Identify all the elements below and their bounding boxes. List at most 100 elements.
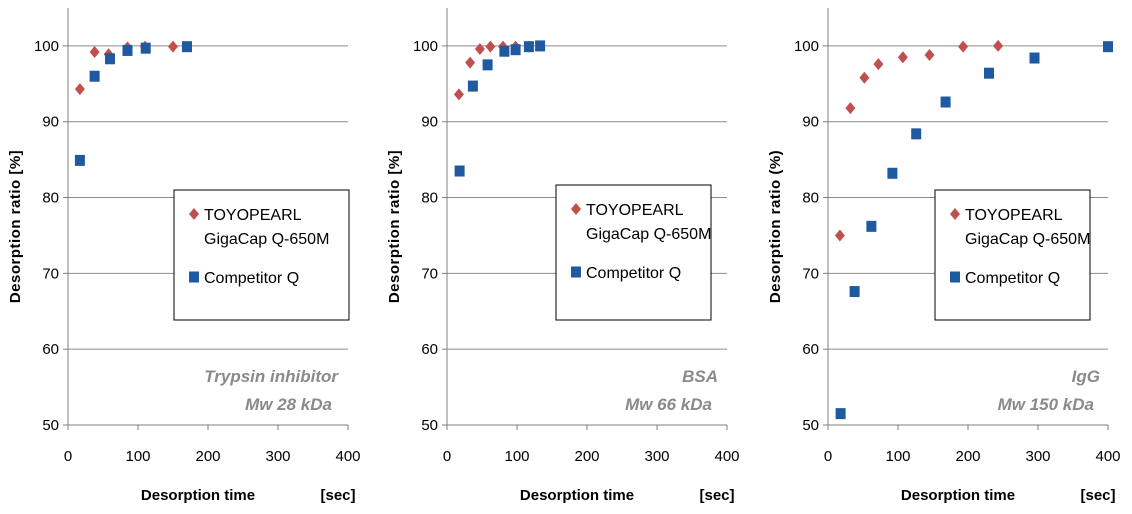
x-tick-label: 0 (824, 448, 832, 465)
data-point-diamond (993, 39, 1004, 52)
x-tick-label: 200 (195, 448, 220, 465)
data-point-square (1103, 41, 1113, 53)
data-point-square (482, 59, 493, 71)
legend-label-line1: TOYOPEARL (204, 207, 302, 224)
data-point-square (74, 154, 85, 166)
data-point-diamond (168, 40, 178, 53)
x-axis-unit: [sec] (1080, 487, 1115, 504)
sample-name: Trypsin inhibitor (204, 367, 339, 386)
x-tick-label: 0 (64, 448, 72, 465)
series-toyopearl (453, 40, 534, 101)
data-point-diamond (859, 71, 870, 84)
legend-label: Competitor Q (586, 265, 681, 282)
x-axis-unit: [sec] (320, 487, 355, 504)
data-point-square (523, 41, 534, 53)
y-tick-label: 80 (42, 190, 59, 207)
y-tick-label: 50 (42, 417, 59, 434)
y-tick-label: 60 (802, 341, 819, 358)
y-tick-label: 60 (421, 341, 438, 358)
data-point-square (866, 220, 877, 232)
chart-panel-1: 50 60 70 80 90 100 0 100 200 300 400 Desorption rat… (7, 8, 361, 504)
data-point-square (122, 44, 133, 56)
data-point-diamond (845, 102, 856, 115)
x-axis-label: Desorption time (141, 487, 255, 504)
legend-marker-diamond (189, 208, 199, 220)
y-tick-label: 50 (802, 417, 819, 434)
y-tick-label: 90 (802, 114, 819, 131)
data-point-diamond (873, 58, 884, 71)
data-point-square (182, 41, 192, 53)
chart-panel-3: 50 60 70 80 90 100 0 100 200 300 400 Desorption rat… (767, 8, 1121, 504)
y-axis-label: Desorption ratio [%] (7, 150, 24, 303)
x-tick-label: 300 (265, 448, 290, 465)
data-point-square (467, 80, 478, 92)
y-axis-label: Desorption ratio (%) (767, 150, 784, 303)
legend-label: Competitor Q (965, 270, 1060, 287)
data-point-diamond (897, 51, 908, 64)
series-competitor-q (835, 41, 1113, 420)
legend-marker-square (189, 271, 199, 283)
y-tick-label: 70 (421, 265, 438, 282)
legend-label: Competitor Q (204, 270, 299, 287)
x-tick-label: 0 (443, 448, 451, 465)
legend: TOYOPEARL GigaCap Q-650M Competitor Q (934, 189, 1091, 321)
x-axis-label: Desorption time (901, 487, 1015, 504)
molecular-weight: Mw 66 kDa (625, 395, 712, 414)
legend-label-line2: GigaCap Q-650M (965, 231, 1090, 248)
x-tick-label: 300 (1025, 448, 1050, 465)
y-tick-label: 100 (413, 38, 438, 55)
legend: TOYOPEARL GigaCap Q-650M Competitor Q (173, 189, 350, 321)
legend-marker-diamond (571, 203, 581, 215)
sample-name: IgG (1072, 367, 1100, 386)
y-tick-label: 80 (421, 190, 438, 207)
data-point-square (454, 165, 465, 177)
x-tick-label: 100 (885, 448, 910, 465)
y-tick-label: 90 (42, 114, 59, 131)
x-axis-label: Desorption time (520, 487, 634, 504)
x-tick-label: 300 (644, 448, 669, 465)
sample-name: BSA (682, 367, 718, 386)
data-point-diamond (74, 83, 85, 96)
series-competitor-q (74, 41, 192, 166)
legend-box (555, 184, 712, 321)
series-competitor-q (454, 40, 546, 177)
y-tick-label: 100 (794, 38, 819, 55)
legend: TOYOPEARL GigaCap Q-650M Competitor Q (555, 184, 712, 321)
legend-label-line1: TOYOPEARL (586, 202, 684, 219)
data-point-square (535, 40, 546, 52)
x-tick-label: 400 (1095, 448, 1120, 465)
data-point-diamond (958, 40, 969, 53)
data-point-square (849, 286, 860, 298)
data-point-diamond (453, 88, 464, 101)
legend-label-line2: GigaCap Q-650M (204, 231, 329, 248)
data-point-square (940, 96, 951, 108)
data-point-diamond (474, 42, 485, 55)
y-tick-label: 50 (421, 417, 438, 434)
data-point-square (1029, 52, 1040, 64)
data-point-diamond (924, 49, 935, 62)
data-point-diamond (89, 45, 100, 58)
molecular-weight: Mw 28 kDa (245, 395, 332, 414)
legend-marker-square (950, 271, 960, 283)
chart-panel-2: 50 60 70 80 90 100 0 100 200 300 400 Desorption rat… (386, 8, 740, 504)
x-axis-unit: [sec] (699, 487, 734, 504)
data-point-square (984, 67, 994, 79)
molecular-weight: Mw 150 kDa (998, 395, 1094, 414)
y-tick-label: 80 (802, 190, 819, 207)
x-tick-label: 200 (955, 448, 980, 465)
x-tick-label: 100 (504, 448, 529, 465)
data-point-square (835, 408, 846, 420)
y-tick-label: 100 (34, 38, 59, 55)
data-point-square (887, 167, 898, 179)
y-tick-label: 70 (802, 265, 819, 282)
data-point-square (499, 45, 510, 57)
x-tick-label: 400 (335, 448, 360, 465)
y-axis-label: Desorption ratio [%] (386, 150, 403, 303)
x-tick-label: 100 (125, 448, 150, 465)
y-tick-label: 90 (421, 114, 438, 131)
data-point-square (510, 44, 521, 56)
legend-label-line2: GigaCap Q-650M (586, 226, 711, 243)
legend-box (934, 189, 1091, 321)
legend-label-line1: TOYOPEARL (965, 207, 1063, 224)
